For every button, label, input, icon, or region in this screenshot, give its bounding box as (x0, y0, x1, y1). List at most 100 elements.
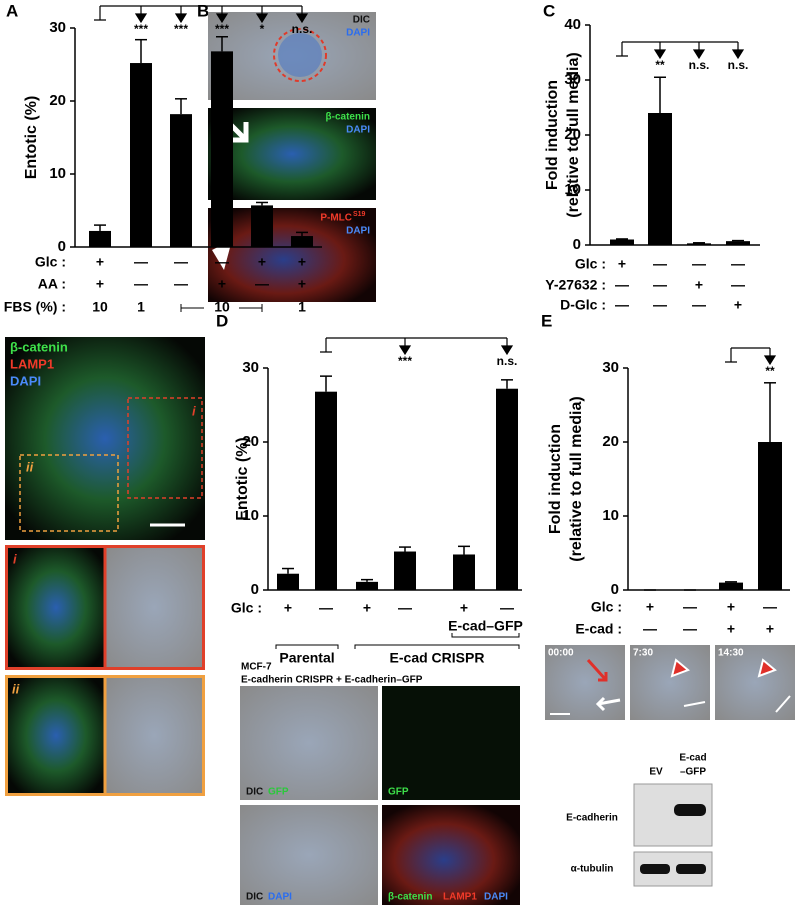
stain-label: GFP (388, 787, 409, 798)
panel-label: A (6, 1, 18, 20)
panel-label: E (541, 311, 552, 330)
panel-label: B (197, 1, 209, 20)
arrow (595, 696, 621, 712)
cell-line: MCF-7 (241, 662, 272, 673)
y-tick-label: 0 (58, 238, 66, 255)
stain-label: β-catenin (326, 112, 370, 123)
stain-label: DIC (246, 892, 263, 903)
micrograph (240, 686, 378, 800)
condition-value: + (766, 621, 774, 637)
arrowhead (757, 658, 791, 713)
outline (273, 28, 327, 82)
sig-bracket (94, 5, 302, 21)
arrowhead (670, 658, 706, 707)
sig-bracket (616, 41, 738, 57)
condition-label: D-Glc : (560, 297, 606, 313)
y-axis-label: Entotic (%) (23, 96, 40, 180)
stain-label: LAMP1 (443, 892, 477, 903)
condition-value: + (734, 297, 742, 313)
bar (758, 442, 782, 590)
stain-label: DAPI (10, 373, 41, 388)
bar (356, 581, 378, 590)
sig-arrow (134, 6, 148, 24)
lane-label: –GFP (680, 767, 706, 778)
stain-label: DIC (246, 787, 263, 798)
sig-label: ** (655, 58, 665, 72)
condition-value: — (500, 600, 514, 616)
stain-label: S19 (353, 211, 366, 218)
condition-value: — (615, 297, 629, 313)
group-bracket (451, 633, 520, 638)
time-label: 00:00 (548, 648, 574, 659)
bar (496, 388, 518, 590)
sig-label: n.s. (497, 354, 518, 368)
condition-value: + (695, 277, 703, 293)
group-label: Parental (279, 650, 334, 666)
condition-value: 10 (214, 299, 230, 315)
condition-label: Glc : (575, 256, 606, 272)
sig-label: * (260, 22, 265, 36)
arrow (586, 658, 608, 682)
bar (453, 554, 475, 590)
y-tick-label: 40 (564, 16, 581, 33)
bar (610, 239, 634, 245)
condition-value: — (653, 256, 667, 272)
sig-arrow (731, 42, 745, 60)
stain-label: DIC (353, 15, 370, 26)
condition-value: — (398, 600, 412, 616)
condition-value: + (298, 276, 306, 292)
stain-label: DAPI (346, 226, 370, 237)
sig-label: *** (174, 22, 188, 36)
group-label: E-cad CRISPR (390, 650, 485, 666)
condition-value: — (215, 254, 229, 270)
bar (277, 573, 299, 590)
sig-arrow (215, 6, 229, 24)
y-tick-label: 0 (573, 236, 581, 253)
time-label: 7:30 (633, 648, 653, 659)
range-bracket (180, 304, 263, 312)
micrograph (5, 675, 107, 796)
group-bracket (275, 644, 339, 649)
sig-label: ** (765, 364, 775, 378)
condition-value: + (258, 254, 266, 270)
condition-value: — (174, 276, 188, 292)
bar (648, 113, 672, 245)
y-tick-label: 30 (564, 71, 581, 88)
condition-label: FBS (%) : (4, 299, 66, 315)
sig-label: *** (134, 22, 148, 36)
stain-label: β-catenin (388, 892, 432, 903)
condition-value: — (134, 254, 148, 270)
stain-label: DAPI (346, 28, 370, 39)
condition-label: E-cad : (575, 621, 622, 637)
condition-value: — (692, 297, 706, 313)
blot-row-label: E-cadherin (566, 813, 618, 824)
bar (719, 582, 743, 590)
stain-label: DAPI (484, 892, 508, 903)
cell (278, 33, 322, 77)
condition-value: 1 (137, 299, 145, 315)
y-tick-label: 30 (49, 19, 66, 36)
condition-value: — (615, 277, 629, 293)
condition-value: + (727, 599, 735, 615)
inset-box (127, 397, 203, 499)
inset-label: i (192, 403, 196, 418)
condition-label: Y-27632 : (545, 277, 606, 293)
stain-label: DAPI (346, 125, 370, 136)
micrograph (208, 108, 376, 200)
bar (394, 551, 416, 590)
y-tick-label: 20 (602, 433, 619, 450)
y-tick-label: 10 (242, 507, 259, 524)
y-tick-label: 30 (242, 359, 259, 376)
time-label: 14:30 (718, 648, 744, 659)
condition-value: + (618, 256, 626, 272)
inset-box (19, 454, 119, 532)
condition-value: — (174, 254, 188, 270)
y-tick-label: 10 (49, 165, 66, 182)
condition-value: — (643, 621, 657, 637)
condition-value: — (255, 276, 269, 292)
band (640, 864, 670, 874)
y-tick-label: 0 (251, 581, 259, 598)
y-tick-label: 0 (611, 581, 619, 598)
